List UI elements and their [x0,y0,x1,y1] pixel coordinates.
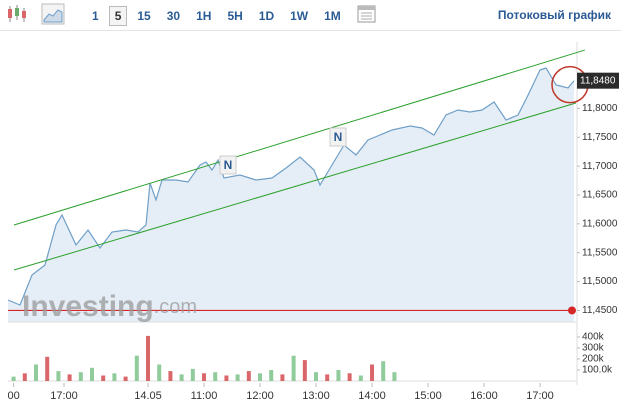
volume-bar [157,364,162,381]
volume-bar [291,355,296,381]
table-icon[interactable] [355,0,379,30]
x-tick-label: 17:00 [50,390,78,402]
volume-bar [325,374,330,381]
volume-bar [246,371,251,381]
interval-button[interactable]: 5H [227,9,243,23]
area-fill [8,68,575,322]
news-box [219,155,237,175]
volume-bar [134,355,139,381]
volume-bar [370,364,375,381]
volume-bar [11,376,16,381]
interval-button[interactable]: 1W [290,9,309,23]
y-tick-label: 400k [582,332,605,343]
volume-bar [302,360,307,381]
y-tick-label: 200k [582,354,605,365]
volume-bar [280,374,285,381]
volume-bar [22,373,27,381]
x-tick-label: 11:00 [191,390,218,402]
y-tick-label: 11,7000 [582,161,618,172]
volume-bar [112,373,117,381]
interval-button[interactable]: 1H [196,9,212,23]
volume-bar [168,371,173,381]
volume-bar [202,373,207,381]
volume-bar [258,373,263,381]
x-tick-label: 17:00 [526,390,554,402]
volume-bar [381,361,386,381]
volume-bar [213,372,218,381]
volume-bar [56,371,61,381]
trend-line [13,49,585,226]
volume-bar [392,372,397,381]
y-tick-label: 100.0k [582,365,613,376]
y-tick-label: 11,5000 [582,276,618,287]
y-tick-label: 300k [582,343,605,354]
watermark-main: Investing [22,290,154,323]
chart-type-icons [8,3,65,25]
reference-marker [568,306,576,315]
x-tick-label: 14.05 [134,390,162,402]
volume-bar [347,373,352,381]
last-price-box [577,72,619,89]
y-tick-label: 11,8000 [582,103,618,114]
x-tick-label: 15:00 [414,390,442,402]
trend-line [13,102,577,271]
streaming-chart-link[interactable]: Потоковый график [497,8,611,22]
y-tick-label: 11,4500 [582,305,618,316]
volume-bar [224,375,229,381]
x-tick-label: 12:00 [246,390,274,402]
volume-bar [336,370,341,381]
y-tick-label: 11,6500 [582,190,618,201]
volume-bar [78,372,83,381]
x-tick-label: 00 [7,390,19,402]
x-tick-label: 14:00 [358,390,386,402]
news-box [329,127,347,147]
volume-bar [235,374,240,381]
price-line [7,67,575,306]
volume-bar [146,335,151,381]
volume-bar [358,375,363,381]
interval-button[interactable]: 15 [137,9,151,23]
area-icon[interactable] [41,3,65,25]
news-icon: N [334,130,343,144]
volume-bar [123,376,128,381]
volume-bar [314,372,319,381]
volume-bar [45,356,50,381]
news-icon: N [224,158,233,172]
y-tick-label: 11,6000 [582,218,618,229]
y-tick-label: 11,5500 [582,247,618,258]
y-tick-label: 11,7500 [582,132,618,143]
volume-bar [90,367,95,381]
volume-bar [190,368,195,381]
interval-button[interactable]: 1M [324,9,341,23]
volume-bar [269,370,274,381]
x-tick-label: 16:00 [470,390,498,402]
candle-icon[interactable] [8,5,26,22]
x-tick-label: 13:00 [302,390,330,402]
watermark: Investing.com [22,290,197,323]
news-marker: N [329,127,347,147]
interval-button[interactable]: 5 [108,6,128,26]
interval-button[interactable]: 1D [258,9,275,23]
volume-bar [101,375,106,381]
watermark-suffix: .com [154,296,197,318]
interval-button[interactable]: 1 [92,9,99,23]
interval-list: 1 5 15 30 1H 5H 1D 1W 1M [86,6,347,26]
news-marker: N [219,155,237,175]
volume-bar [179,374,184,381]
volume-bar [67,374,72,381]
volume-bar [34,364,39,381]
last-price-label: 11,8480 [580,75,616,86]
interval-button[interactable]: 30 [166,9,181,23]
toolbar: 1 5 15 30 1H 5H 1D 1W 1M Потоковый график [0,0,621,31]
